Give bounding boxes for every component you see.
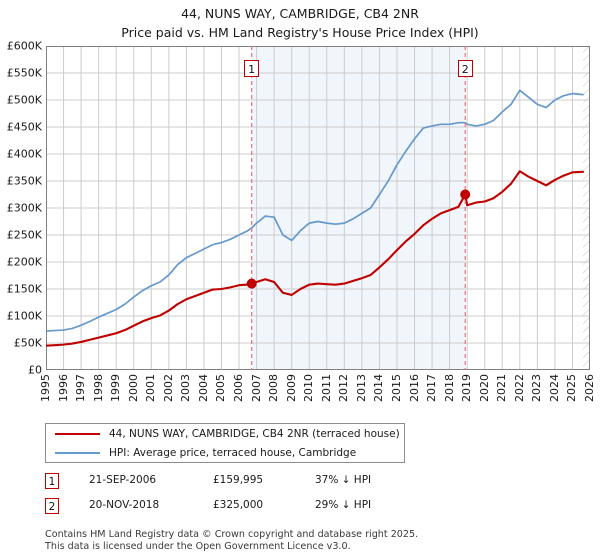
transaction-price-1: £159,995 — [213, 474, 264, 486]
x-axis-tick-label: 2021 — [495, 374, 509, 402]
x-axis-tick-label: 2014 — [372, 374, 386, 402]
table-row: 2 20-NOV-2018 £325,000 29% ↓ HPI — [45, 497, 465, 522]
x-axis-tick-label: 2006 — [232, 374, 246, 402]
footer-licence-line: This data is licensed under the Open Gov… — [45, 540, 351, 552]
transaction-badge-2: 2 — [45, 498, 59, 514]
x-axis-tick-label: 2026 — [583, 374, 596, 402]
y-axis-tick-label: £250K — [6, 228, 42, 242]
series-line-hpi — [46, 89, 584, 332]
sale-point-marker — [246, 278, 257, 289]
x-axis-tick-label: 2000 — [126, 374, 140, 402]
sale-callout-badge: 1 — [244, 60, 260, 77]
x-axis-tick-label: 2018 — [442, 374, 456, 402]
x-axis-tick-label: 1997 — [74, 374, 88, 402]
x-axis-tick-label: 2022 — [512, 374, 526, 402]
transactions-table: 1 21-SEP-2006 £159,995 37% ↓ HPI 2 20-NO… — [45, 472, 465, 522]
y-axis-tick-label: £600K — [6, 39, 42, 53]
y-axis-tick-label: £100K — [6, 309, 42, 323]
legend-label-hpi: HPI: Average price, terraced house, Camb… — [109, 447, 357, 459]
x-axis-tick-label: 2010 — [302, 374, 316, 402]
footer-copyright-line: Contains HM Land Registry data © Crown c… — [45, 529, 419, 540]
transaction-hpi-delta-1: 37% ↓ HPI — [315, 474, 372, 486]
sale-point-marker — [460, 189, 471, 200]
legend-item-hpi: HPI: Average price, terraced house, Camb… — [46, 443, 404, 463]
transaction-date-1: 21-SEP-2006 — [89, 474, 157, 486]
transaction-badge-1: 1 — [45, 473, 59, 489]
x-axis-tick-label: 2007 — [249, 374, 263, 402]
x-axis-tick-label: 2001 — [144, 374, 158, 402]
x-axis: 1995 1996 1997 1998 1999 2000 2001 2002 2003 2004… — [39, 374, 596, 402]
y-axis-tick-label: £300K — [6, 201, 42, 215]
chart-plot-area — [46, 46, 590, 370]
x-axis-tick-label: 2008 — [267, 374, 281, 402]
y-axis-tick-label: £350K — [6, 174, 42, 188]
y-axis-tick-label: £0 — [28, 363, 42, 377]
x-axis-tick-label: 2017 — [425, 374, 439, 402]
chart-legend: 44, NUNS WAY, CAMBRIDGE, CB4 2NR (terrac… — [45, 423, 405, 463]
chart-title-block: 44, NUNS WAY, CAMBRIDGE, CB4 2NR Price p… — [0, 4, 600, 42]
x-axis-tick-label: 2025 — [565, 374, 579, 402]
page-title: 44, NUNS WAY, CAMBRIDGE, CB4 2NR — [181, 6, 419, 21]
x-axis-tick-label: 2011 — [319, 374, 333, 402]
y-axis-tick-label: £200K — [6, 255, 42, 269]
x-axis-tick-label: 2002 — [161, 374, 175, 402]
footer-attribution: Contains HM Land Registry data © Crown c… — [45, 529, 585, 552]
y-axis-tick-label: £500K — [6, 93, 42, 107]
transaction-hpi-delta-2: 29% ↓ HPI — [315, 499, 372, 511]
y-axis-tick-label: £400K — [6, 147, 42, 161]
x-axis-tick-label: 2004 — [196, 374, 210, 402]
sale-callout-badge: 2 — [457, 60, 473, 77]
x-axis-tick-label: 2013 — [354, 374, 368, 402]
x-axis-tick-label: 2024 — [547, 374, 561, 402]
chart-svg — [46, 46, 590, 370]
y-axis-tick-label: £550K — [6, 66, 42, 80]
transaction-date-2: 20-NOV-2018 — [89, 499, 160, 511]
x-axis-tick-label: 2016 — [407, 374, 421, 402]
plot-frame — [46, 46, 590, 370]
series-line-price-paid — [46, 170, 585, 347]
x-axis-tick-label: 1999 — [109, 374, 123, 402]
x-axis-tick-label: 2015 — [389, 374, 403, 402]
x-axis-tick-label: 2012 — [337, 374, 351, 402]
x-axis-tick-label: 2023 — [530, 374, 544, 402]
y-axis-tick-label: £50K — [13, 336, 42, 350]
y-axis-tick-label: £150K — [6, 282, 42, 296]
transaction-price-2: £325,000 — [213, 499, 264, 511]
legend-swatch-hpi — [55, 452, 100, 454]
page-subtitle: Price paid vs. HM Land Registry's House … — [121, 25, 479, 40]
y-axis: £0 £50K £100K £150K £200K £250K £300K £350K £400… — [0, 0, 46, 420]
legend-item-price-paid: 44, NUNS WAY, CAMBRIDGE, CB4 2NR (terrac… — [46, 424, 404, 444]
y-axis-tick-label: £450K — [6, 120, 42, 134]
x-axis-tick-label: 1995 — [39, 374, 52, 402]
legend-label-price-paid: 44, NUNS WAY, CAMBRIDGE, CB4 2NR (terrac… — [109, 428, 400, 440]
table-row: 1 21-SEP-2006 £159,995 37% ↓ HPI — [45, 472, 465, 497]
x-axis-tick-label: 2003 — [179, 374, 193, 402]
x-axis-tick-label: 2019 — [460, 374, 474, 402]
x-axis-tick-label: 2005 — [214, 374, 228, 402]
x-axis-tick-label: 1998 — [91, 374, 105, 402]
x-axis-tick-label: 2020 — [477, 374, 491, 402]
x-axis-tick-label: 2009 — [284, 374, 298, 402]
x-axis-tick-label: 1996 — [56, 374, 70, 402]
legend-swatch-price-paid — [55, 433, 100, 435]
